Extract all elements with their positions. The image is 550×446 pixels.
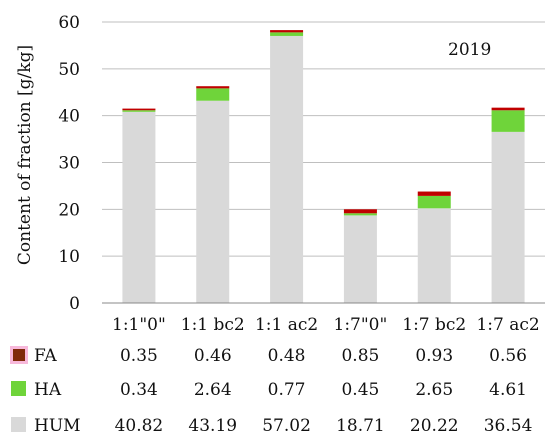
table-cell: 2.64 — [194, 380, 232, 400]
data-table: FA 0.35 0.46 0.48 0.85 0.93 0.56 HA 0.34 2.64 0.77… — [10, 346, 532, 436]
y-axis-ticks: 0 10 20 30 40 50 60 — [58, 13, 80, 314]
table-cell: 0.48 — [268, 346, 306, 366]
bar-ha — [491, 110, 525, 132]
bar-ha — [417, 195, 451, 209]
x-tick-label: 1:7 ac2 — [476, 315, 539, 335]
y-tick-label: 30 — [58, 154, 80, 174]
y-tick-label: 50 — [58, 60, 80, 80]
bar-hum — [491, 131, 525, 303]
bar-fa — [122, 108, 156, 111]
bar-fa — [417, 191, 451, 196]
bar-hum — [417, 208, 451, 303]
bar-fa — [343, 209, 377, 214]
bars — [122, 30, 525, 304]
table-cell: 36.54 — [484, 416, 533, 436]
row-header-fa: FA — [34, 346, 57, 366]
y-axis-label: Content of fraction [g/kg] — [15, 45, 35, 265]
bar-hum — [122, 111, 156, 304]
bar-fa — [196, 86, 230, 89]
bar-fa — [270, 30, 304, 33]
y-tick-label: 20 — [58, 200, 80, 220]
table-cell: 57.02 — [262, 416, 311, 436]
bar-hum — [270, 35, 304, 304]
x-tick-label: 1:1 bc2 — [181, 315, 245, 335]
table-cell: 2.65 — [415, 380, 453, 400]
y-tick-label: 60 — [58, 13, 80, 33]
bar-ha — [196, 88, 230, 101]
legend-key-hum — [11, 417, 26, 432]
bar-fa — [491, 107, 525, 111]
table-cell: 0.46 — [194, 346, 232, 366]
y-tick-label: 0 — [69, 294, 80, 314]
legend-key-fa — [10, 346, 28, 364]
table-cell: 0.45 — [341, 380, 379, 400]
table-cell: 0.34 — [120, 380, 158, 400]
table-cell: 0.77 — [268, 380, 306, 400]
row-header-ha: HA — [34, 380, 62, 400]
bar-hum — [196, 100, 230, 303]
table-cell: 0.93 — [415, 346, 453, 366]
y-tick-label: 10 — [58, 247, 80, 267]
table-cell: 4.61 — [489, 380, 527, 400]
table-cell: 20.22 — [410, 416, 459, 436]
x-tick-label: 1:7 bc2 — [402, 315, 466, 335]
row-header-hum: HUM — [34, 416, 81, 436]
table-cell: 43.19 — [188, 416, 237, 436]
legend-swatch — [11, 417, 26, 432]
legend-key-ha — [11, 381, 26, 396]
table-cell: 18.71 — [336, 416, 385, 436]
table-cell: 0.35 — [120, 346, 158, 366]
x-tick-label: 1:7"0" — [334, 315, 388, 335]
year-annotation: 2019 — [448, 40, 491, 60]
bar-ha — [343, 213, 377, 216]
legend-swatch — [13, 349, 25, 361]
y-tick-label: 40 — [58, 107, 80, 127]
table-cell: 0.85 — [341, 346, 379, 366]
table-cell: 0.56 — [489, 346, 527, 366]
gridlines — [102, 21, 545, 257]
x-axis-ticks: 1:1"0" 1:1 bc2 1:1 ac2 1:7"0" 1:7 bc2 1:7 ac2 — [112, 315, 540, 335]
bar-hum — [343, 215, 377, 303]
x-tick-label: 1:1 ac2 — [255, 315, 318, 335]
bar-ha — [270, 32, 304, 36]
legend-swatch — [11, 381, 26, 396]
x-tick-label: 1:1"0" — [112, 315, 166, 335]
table-cell: 40.82 — [115, 416, 164, 436]
bar-ha — [122, 110, 156, 112]
